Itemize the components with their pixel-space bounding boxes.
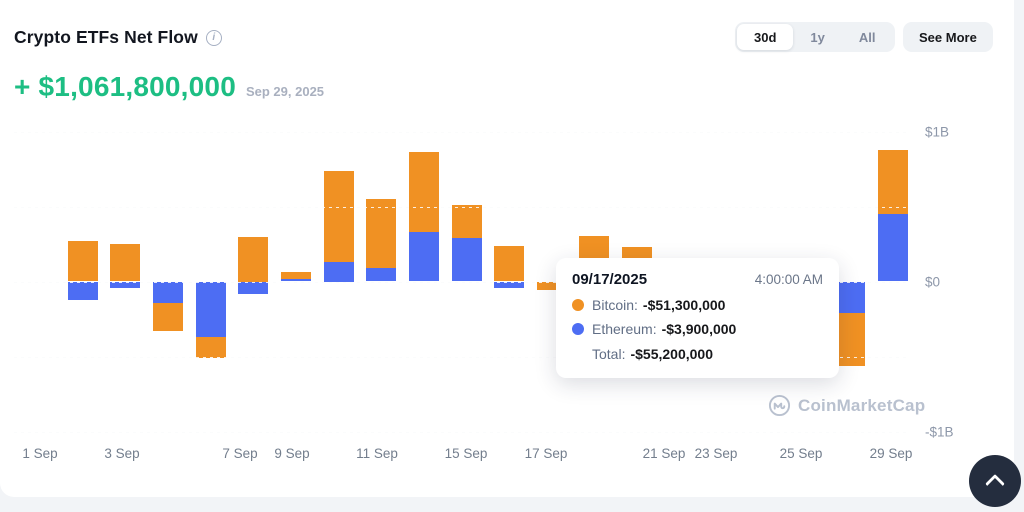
bar-12-sep-ethereum[interactable]: [408, 232, 439, 282]
x-axis-label-25-sep: 25 Sep: [779, 446, 823, 461]
ethereum-dot-icon: [572, 323, 584, 335]
bar-8-sep-ethereum[interactable]: [238, 281, 269, 294]
bar-2-sep-bitcoin[interactable]: [67, 240, 98, 282]
bar-8-sep-bitcoin[interactable]: [238, 236, 269, 282]
watermark-label: CoinMarketCap: [798, 395, 926, 415]
chevron-up-icon: [985, 473, 1005, 494]
y-axis-label-0: $0: [925, 274, 941, 289]
x-axis-label-7-sep: 7 Sep: [222, 446, 258, 461]
bar-3-sep-ethereum[interactable]: [110, 281, 141, 288]
netflow-bar-chart: $1B $0 -$1B 1 Sep 3 Sep 7 Sep 9 Sep 11 Sep 15 Se…: [14, 124, 954, 461]
tooltip-date: 09/17/2025: [572, 271, 648, 288]
coinmarketcap-watermark: CoinMarketCap: [768, 394, 925, 417]
bar-15-sep-bitcoin[interactable]: [451, 204, 482, 239]
x-axis-label-11-sep: 11 Sep: [356, 446, 398, 461]
x-axis-label-3-sep: 3 Sep: [104, 446, 140, 461]
scroll-to-top-button[interactable]: [969, 455, 1021, 507]
bar-12-sep-bitcoin[interactable]: [408, 152, 439, 233]
bar-15-sep-ethereum[interactable]: [451, 238, 482, 282]
bar-9-sep-bitcoin[interactable]: [280, 272, 311, 279]
netflow-date: Sep 29, 2025: [245, 84, 325, 99]
bar-26-sep-ethereum[interactable]: [835, 281, 866, 314]
y-axis-label-1B: -$1B: [925, 424, 954, 439]
gridline-0: [14, 281, 910, 283]
x-axis-label-1-sep: 1 Sep: [22, 446, 58, 461]
headline: + $1,061,800,000 Sep 29, 2025: [14, 71, 324, 103]
total-dot-placeholder: [572, 348, 584, 360]
bar-9-sep-ethereum[interactable]: [280, 278, 311, 282]
coinmarketcap-logo-icon: [768, 394, 791, 417]
range-selector: 30d 1y All: [735, 22, 895, 52]
netflow-total-value: + $1,061,800,000: [14, 71, 236, 102]
y-axis-label-1B: $1B: [925, 124, 950, 139]
range-button-1y[interactable]: 1y: [793, 24, 841, 50]
gridline-500: [14, 206, 910, 208]
bar-26-sep-bitcoin[interactable]: [835, 313, 866, 366]
bar-11-sep-ethereum[interactable]: [366, 268, 397, 282]
bar-3-sep-bitcoin[interactable]: [110, 244, 141, 282]
gridline--1000: [14, 431, 910, 433]
x-axis-label-9-sep: 9 Sep: [274, 446, 310, 461]
bar-29-sep-bitcoin[interactable]: [878, 149, 908, 215]
bar-10-sep-bitcoin[interactable]: [323, 170, 354, 262]
x-axis-label-29-sep: 29 Sep: [869, 446, 913, 461]
range-button-all[interactable]: All: [842, 24, 893, 50]
tooltip-row-bitcoin: Bitcoin: -$51,300,000: [572, 297, 823, 313]
bar-2-sep-ethereum[interactable]: [67, 281, 98, 300]
bar-16-sep-bitcoin[interactable]: [494, 245, 525, 282]
tooltip-row-total: Total: -$55,200,000: [572, 346, 823, 362]
tooltip-time: 4:00:00 AM: [754, 272, 823, 287]
card-header: Crypto ETFs Net Flow i: [14, 27, 222, 48]
x-axis-label-15-sep: 15 Sep: [444, 446, 488, 461]
bar-11-sep-bitcoin[interactable]: [366, 199, 397, 269]
bar-17-sep-bitcoin[interactable]: [536, 282, 567, 290]
crypto-etf-netflow-card: Crypto ETFs Net Flow i + $1,061,800,000 …: [0, 0, 1014, 497]
bar-16-sep-ethereum[interactable]: [494, 281, 525, 289]
chart-tooltip: 09/17/2025 4:00:00 AM Bitcoin: -$51,300,…: [556, 258, 839, 378]
bitcoin-dot-icon: [572, 298, 584, 311]
page-title: Crypto ETFs Net Flow: [14, 27, 198, 47]
x-axis-label-23-sep: 23 Sep: [694, 446, 738, 461]
info-icon[interactable]: i: [205, 29, 222, 46]
bar-4-sep-ethereum[interactable]: [152, 281, 183, 303]
gridline-1000: [14, 131, 910, 133]
bar-29-sep-ethereum[interactable]: [878, 214, 908, 282]
tooltip-row-ethereum: Ethereum: -$3,900,000: [572, 321, 823, 337]
x-axis-label-17-sep: 17 Sep: [524, 446, 568, 461]
bar-10-sep-ethereum[interactable]: [323, 262, 354, 282]
x-axis-label-21-sep: 21 Sep: [642, 446, 686, 461]
see-more-button[interactable]: See More: [903, 22, 993, 52]
bar-5-sep-bitcoin[interactable]: [195, 336, 226, 358]
bar-4-sep-bitcoin[interactable]: [152, 302, 183, 331]
gridline--500: [14, 356, 910, 358]
bar-5-sep-ethereum[interactable]: [195, 281, 226, 337]
range-button-30d[interactable]: 30d: [737, 24, 794, 50]
